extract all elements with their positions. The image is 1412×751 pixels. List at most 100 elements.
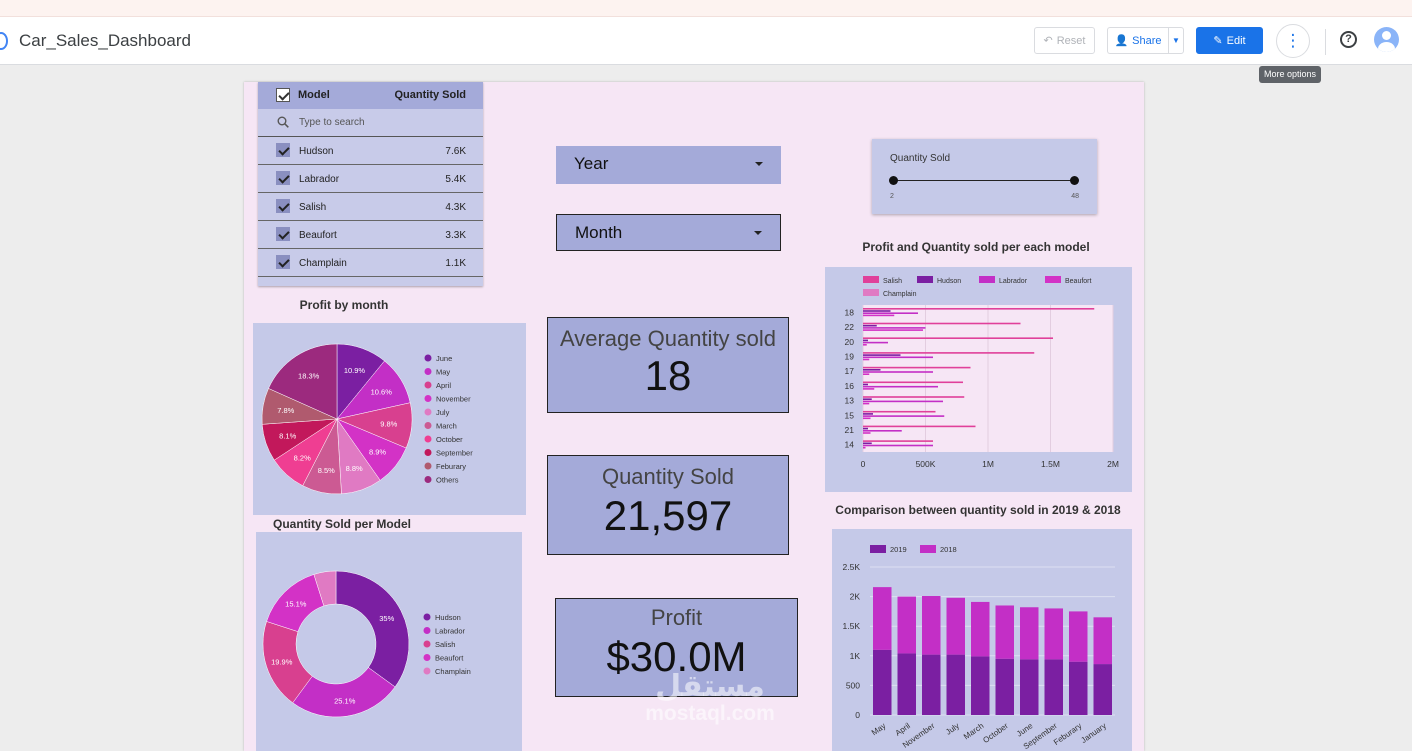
legend-swatch [863, 289, 879, 296]
y-tick-label: 18 [845, 307, 855, 317]
more-vert-icon: ⋮ [1284, 31, 1302, 50]
x-tick-label: 500K [916, 459, 936, 469]
kpi-label: Quantity Sold [601, 464, 735, 489]
x-tick-label: April [894, 721, 912, 738]
pie-slice [268, 343, 338, 420]
slider-max-handle[interactable] [1070, 176, 1079, 185]
list-item[interactable]: Hudson 7.6K [258, 137, 483, 165]
legend-swatch [917, 276, 933, 283]
list-item[interactable]: Labrador 5.4K [258, 165, 483, 193]
legend-dot [424, 422, 432, 429]
slice-label: 8.9% [369, 448, 386, 457]
bar [863, 385, 938, 388]
bar [863, 400, 943, 403]
legend-dot [423, 654, 431, 661]
year-dropdown[interactable]: Year [556, 146, 781, 184]
kpi-value: $30.0M [606, 633, 747, 680]
legend-dot [423, 640, 431, 648]
legend-dot [424, 462, 432, 470]
list-item[interactable]: Salish 4.3K [258, 193, 483, 221]
edit-button[interactable]: ✎ Edit [1196, 27, 1263, 54]
slider-max-value: 48 [1071, 193, 1079, 200]
legend-label: Beaufort [435, 654, 464, 663]
legend-label: April [436, 381, 451, 390]
legend-dot [424, 435, 432, 443]
y-tick-label: 19 [845, 351, 855, 361]
share-button[interactable]: 👤 Share [1107, 27, 1168, 54]
legend-dot [423, 613, 431, 621]
bar [863, 344, 867, 346]
bar [863, 314, 895, 317]
item-checkbox[interactable] [276, 199, 290, 213]
x-tick-label: July [944, 721, 961, 737]
bar [863, 356, 933, 359]
legend-label: Feburary [436, 462, 466, 471]
legend-label: Hudson [937, 278, 961, 285]
bar [863, 329, 923, 331]
list-item[interactable]: Champlain 1.1K [258, 249, 483, 277]
bar [863, 310, 891, 312]
bar [863, 413, 873, 415]
bar [863, 430, 902, 432]
quantity-sold-slider: Quantity Sold 2 48 [872, 139, 1097, 214]
legend-dot [424, 368, 432, 375]
browser-top-strip [0, 0, 1412, 17]
x-tick-label: October [981, 721, 1010, 745]
bar [873, 587, 892, 650]
month-dropdown[interactable]: Month [556, 214, 781, 251]
y-tick-label: 2K [850, 592, 861, 602]
legend-dot [424, 476, 432, 483]
bar [863, 398, 872, 400]
legend-label: Hudson [435, 613, 461, 622]
bar [946, 654, 965, 715]
bar [1093, 664, 1112, 715]
legend-dot [424, 354, 432, 362]
legend-label: July [436, 408, 450, 417]
bar [897, 596, 916, 654]
slice-label: 25.1% [334, 696, 356, 705]
item-checkbox[interactable] [276, 171, 290, 185]
watermark-arabic: مستقل [655, 670, 765, 703]
y-tick-label: 16 [845, 381, 855, 391]
bar [863, 442, 872, 445]
more-options-button[interactable]: ⋮ [1276, 24, 1310, 58]
help-icon[interactable]: ? [1340, 31, 1357, 48]
bar [995, 658, 1014, 715]
item-value: 7.6K [445, 146, 466, 157]
legend-swatch [1045, 276, 1061, 283]
bar [863, 415, 945, 417]
profit-quantity-per-model-title: Profit and Quantity sold per each model [862, 240, 1090, 254]
legend-label: October [436, 435, 463, 444]
legend-swatch [863, 276, 879, 283]
share-dropdown-button[interactable]: ▼ [1168, 27, 1184, 54]
more-options-tooltip: More options [1259, 66, 1322, 83]
bar [863, 352, 1035, 354]
select-all-checkbox[interactable] [276, 88, 290, 102]
slider-min-handle[interactable] [889, 176, 898, 185]
bar [1069, 611, 1088, 662]
reset-button[interactable]: ↶ Reset [1034, 27, 1095, 54]
report-title[interactable]: Car_Sales_Dashboard [19, 31, 191, 50]
slice-label: 10.9% [344, 366, 366, 375]
bar [863, 440, 933, 442]
x-tick-label: January [1079, 721, 1107, 745]
legend-label: Labrador [435, 627, 466, 636]
bar [863, 327, 926, 329]
y-tick-label: 1K [850, 651, 861, 661]
header-quantity: Quantity Sold [394, 89, 467, 101]
slice-label: 18.3% [298, 371, 320, 380]
slice-label: 8.1% [279, 432, 296, 441]
quantity-per-model-title: Quantity Sold per Model [272, 517, 411, 531]
legend-label: Champlain [435, 667, 471, 676]
search-input[interactable]: Type to search [258, 109, 483, 137]
item-checkbox[interactable] [276, 255, 290, 269]
y-tick-label: 20 [845, 337, 855, 347]
bar [863, 373, 870, 375]
bar [922, 654, 941, 715]
profit-by-month-chart: 10.9% June 10.6% May 9.8% April 8.9% November 8.… [261, 343, 473, 495]
item-checkbox[interactable] [276, 143, 290, 157]
item-checkbox[interactable] [276, 227, 290, 241]
bar [897, 653, 916, 715]
list-item[interactable]: Beaufort 3.3K [258, 221, 483, 249]
avatar[interactable] [1374, 27, 1399, 52]
